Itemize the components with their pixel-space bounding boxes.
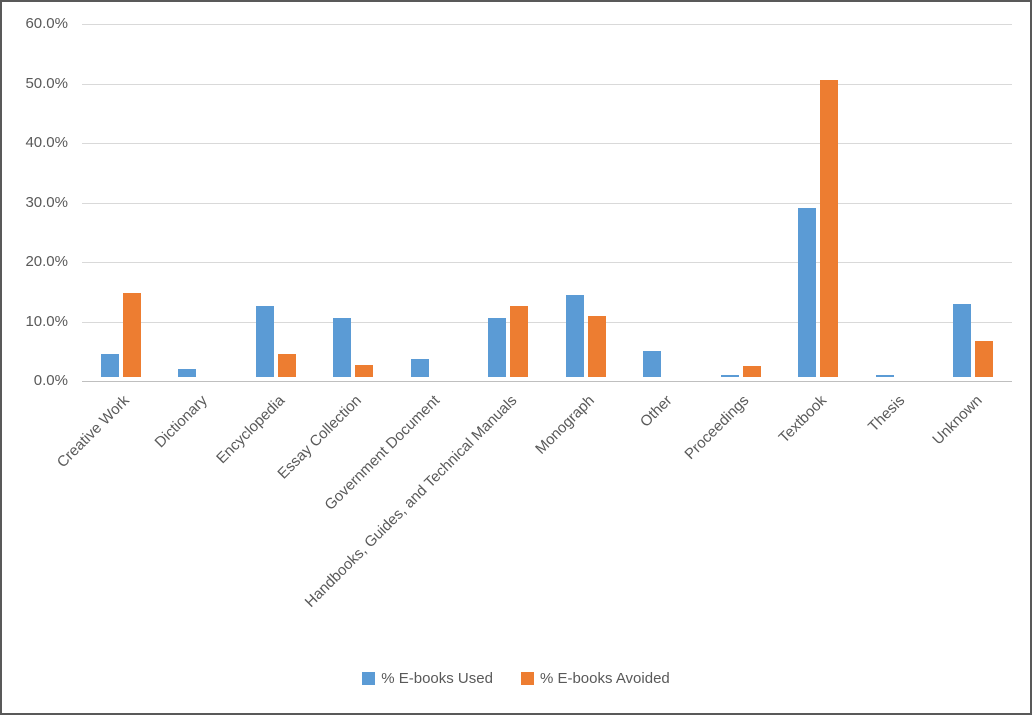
bar-used — [565, 294, 584, 377]
bar-used — [410, 359, 429, 377]
bar-used — [798, 208, 817, 377]
x-axis-label: Dictionary — [151, 392, 211, 452]
bar-used — [488, 318, 507, 377]
y-axis-tick-label: 40.0% — [25, 134, 68, 151]
legend-label-used: % E-books Used — [381, 670, 493, 687]
gridline — [82, 83, 1012, 85]
x-axis-label: Other — [636, 392, 676, 431]
bar-avoided — [122, 293, 141, 377]
x-axis-label: Proceedings — [681, 392, 753, 463]
gridline — [82, 143, 1012, 144]
y-axis-tick-label: 10.0% — [25, 312, 68, 330]
bar-used — [333, 318, 352, 377]
x-axis-label: Essay Collection — [274, 392, 366, 483]
bar-used — [720, 374, 739, 377]
legend-label-avoided: % E-books Avoided — [539, 670, 670, 687]
y-axis-tick-label: 50.0% — [25, 74, 68, 92]
legend: % E-books Used % E-books Avoided — [2, 670, 1030, 687]
gridline — [82, 202, 1012, 204]
x-axis-label: Unknown — [929, 392, 986, 449]
legend-item-used: % E-books Used — [362, 670, 493, 687]
bar-avoided — [742, 365, 761, 377]
gridline — [82, 321, 1012, 323]
y-axis-tick-label: 20.0% — [25, 253, 68, 270]
x-axis-label: Monograph — [532, 392, 598, 458]
bar-avoided — [587, 316, 606, 377]
bar-used — [875, 374, 894, 377]
y-axis-tick-label: 60.0% — [25, 15, 68, 32]
bar-used — [643, 350, 662, 377]
legend-item-avoided: % E-books Avoided — [520, 670, 670, 687]
x-axis-label: Encyclopedia — [212, 392, 288, 468]
x-axis-label: Textbook — [775, 392, 831, 447]
legend-swatch-used-icon — [362, 672, 376, 685]
gridline — [82, 24, 1012, 25]
y-axis-tick-label: 0.0% — [33, 372, 68, 389]
bar-used — [953, 304, 972, 377]
bar-used — [255, 305, 274, 377]
bar-used — [100, 353, 119, 377]
bar-avoided — [277, 353, 296, 377]
legend-swatch-avoided-icon — [520, 672, 534, 685]
bar-avoided — [355, 365, 374, 377]
y-axis-tick-label: 30.0% — [25, 193, 68, 211]
x-axis-label: Creative Work — [53, 392, 133, 472]
x-axis-line — [82, 381, 1012, 382]
gridline — [82, 262, 1012, 263]
x-axis-label: Thesis — [864, 392, 908, 436]
bar-used — [178, 368, 197, 377]
bar-avoided — [975, 340, 994, 377]
bar-avoided — [820, 79, 839, 377]
bar-avoided — [510, 305, 529, 377]
